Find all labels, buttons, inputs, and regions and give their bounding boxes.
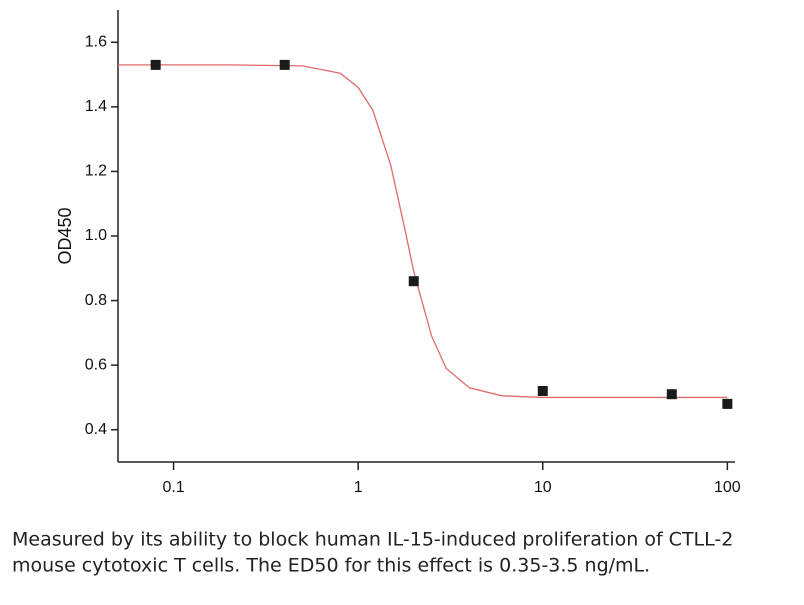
fit-curve — [118, 64, 728, 399]
x-tick-label: 10 — [534, 479, 552, 496]
x-tick-label: 100 — [714, 479, 741, 496]
caption-line: mouse cytotoxic T cells. The ED50 for th… — [12, 555, 650, 577]
x-tick-label: 0.1 — [162, 479, 184, 496]
data-point — [537, 385, 548, 396]
data-point — [722, 398, 733, 409]
y-tick-label: 1.4 — [85, 98, 107, 115]
y-tick-label: 0.4 — [85, 421, 107, 438]
y-tick-label: 1.6 — [85, 34, 107, 51]
caption-line: Measured by its ability to block human I… — [12, 529, 733, 551]
y-tick-label: 0.6 — [85, 356, 107, 373]
data-point — [408, 276, 419, 287]
y-tick-label: 0.8 — [85, 292, 107, 309]
x-tick-label: 1 — [354, 479, 363, 496]
y-tick-label: 1.2 — [85, 163, 107, 180]
y-tick-label: 1.0 — [85, 227, 107, 244]
y-axis-title: OD450 — [55, 207, 75, 264]
data-point — [150, 59, 161, 70]
data-point — [279, 59, 290, 70]
data-point — [666, 389, 677, 400]
